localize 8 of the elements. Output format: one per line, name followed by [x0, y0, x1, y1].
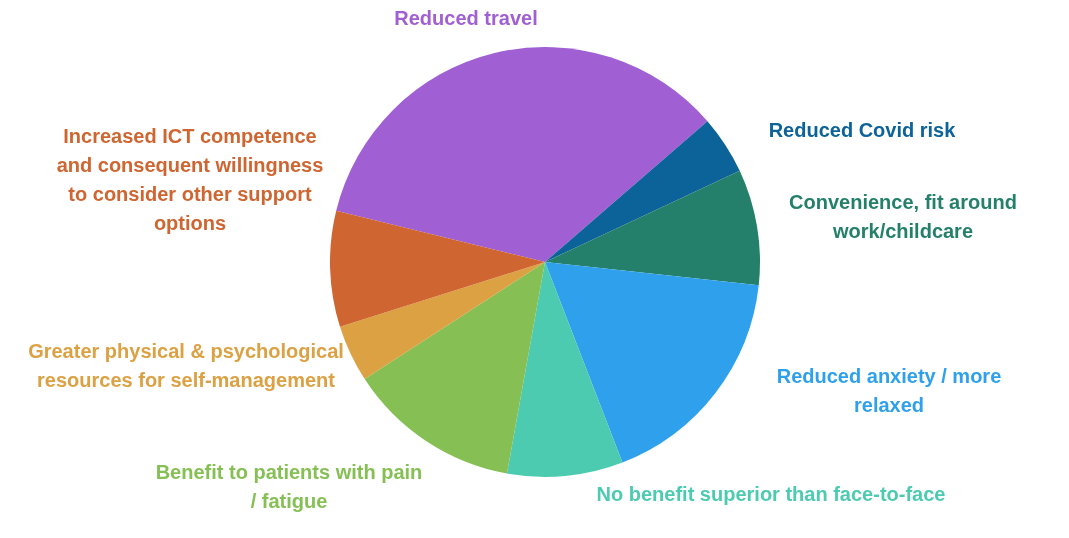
slice-label: Benefit to patients with pain / fatigue: [154, 460, 424, 514]
slice-label: Increased ICT competence and consequent willingness to consider other support options: [55, 124, 325, 236]
slice-label: Convenience, fit around work/childcare: [788, 190, 1018, 244]
slice-label: Greater physical & psychological resources for self-management: [27, 339, 345, 393]
slice-label: No benefit superior than face-to-face: [595, 481, 947, 507]
slice-label: Reduced travel: [393, 5, 539, 31]
slice-label: Reduced anxiety / more relaxed: [775, 364, 1003, 418]
slice-label: Reduced Covid risk: [767, 117, 957, 143]
